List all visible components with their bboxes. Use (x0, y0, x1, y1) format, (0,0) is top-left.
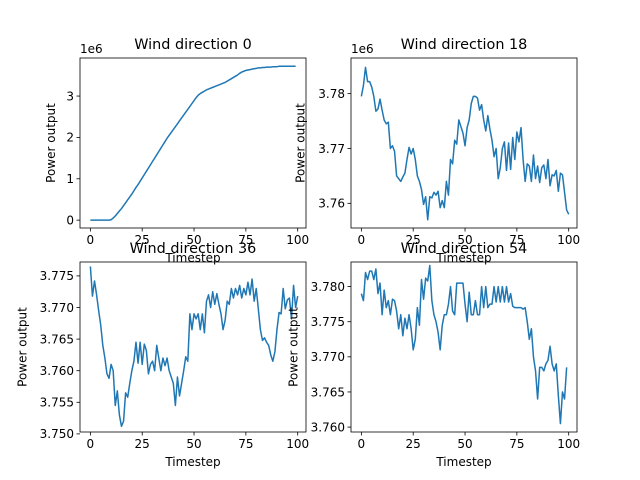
y-tick-label: 3.765 (311, 385, 345, 399)
y-axis-label: Power output (294, 103, 308, 183)
y-tick-label: 1 (66, 172, 74, 186)
x-tick-label: 50 (457, 233, 472, 247)
axes-frame (79, 57, 307, 229)
y-offset-label: 1e6 (351, 42, 374, 56)
y-axis-label: Power output (16, 307, 30, 387)
x-tick-label: 25 (135, 233, 150, 247)
axes-frame (79, 261, 307, 433)
series-line (360, 66, 570, 221)
y-tick-label: 3.78 (318, 87, 345, 101)
y-tick-label: 3.755 (40, 396, 74, 410)
axes-frame (350, 261, 578, 433)
series-line (89, 266, 299, 428)
x-axis-label: Timestep (435, 455, 491, 469)
y-tick-label: 3.77 (318, 142, 345, 156)
subplot-wind-direction-54: 0 25 50 75 1003.7603.7653.7703.7753.780Wind … (287, 241, 581, 469)
y-tick-label: 2 (66, 131, 74, 145)
y-tick-label: 3.750 (40, 427, 74, 441)
x-tick-label: 75 (238, 233, 253, 247)
x-axis-label: Timestep (164, 455, 220, 469)
x-tick-label: 75 (238, 437, 253, 451)
y-tick-label: 3.780 (311, 280, 345, 294)
subplot-title: Wind direction 18 (401, 37, 528, 53)
x-tick-label: 50 (186, 233, 201, 247)
y-tick-label: 3.760 (40, 364, 74, 378)
y-axis-label: Power output (287, 307, 301, 387)
x-tick-label: 50 (186, 437, 201, 451)
x-tick-label: 100 (557, 437, 580, 451)
x-tick-label: 0 (87, 437, 95, 451)
y-tick-label: 0 (66, 213, 74, 227)
y-tick-label: 3.775 (311, 315, 345, 329)
y-axis-label: Power output (44, 103, 58, 183)
series-line (90, 65, 296, 221)
x-tick-label: 0 (358, 437, 366, 451)
y-tick-label: 3.76 (318, 197, 345, 211)
y-tick-label: 3.775 (40, 269, 74, 283)
x-tick-label: 25 (135, 437, 150, 451)
y-tick-label: 3.770 (40, 301, 74, 315)
series-line (360, 264, 568, 425)
y-tick-label: 3.760 (311, 420, 345, 434)
subplot-wind-direction-18: 0 25 50 75 100 3.76 3.77 3.78 Wind direction 18 T… (294, 37, 581, 265)
x-tick-label: 25 (406, 437, 421, 451)
x-tick-label: 0 (87, 233, 95, 247)
x-tick-label: 75 (509, 233, 524, 247)
x-axis-label: Timestep (164, 251, 220, 265)
y-tick-label: 3 (66, 89, 74, 103)
subplot-wind-direction-0: 0 25 50 75 100 0 1 2 3 Wind direction 0 Timestep Po… (44, 37, 309, 265)
subplot-title: Wind direction 54 (401, 241, 528, 257)
x-tick-label: 50 (457, 437, 472, 451)
axes-frame (350, 57, 578, 229)
x-axis-label: Timestep (435, 251, 491, 265)
subplot-title: Wind direction 36 (130, 241, 257, 257)
x-tick-label: 25 (406, 233, 421, 247)
subplot-title: Wind direction 0 (134, 37, 252, 53)
x-tick-label: 100 (286, 233, 309, 247)
x-tick-label: 75 (509, 437, 524, 451)
x-tick-label: 100 (557, 233, 580, 247)
y-tick-label: 3.765 (40, 332, 74, 346)
x-tick-label: 0 (358, 233, 366, 247)
y-tick-label: 3.770 (311, 350, 345, 364)
subplot-wind-direction-36: 0 25 50 75 100 3.750 3.755 3.760 3.765 3.770 3.775… (16, 241, 310, 469)
x-tick-label: 100 (286, 437, 309, 451)
y-offset-label: 1e6 (80, 42, 103, 56)
